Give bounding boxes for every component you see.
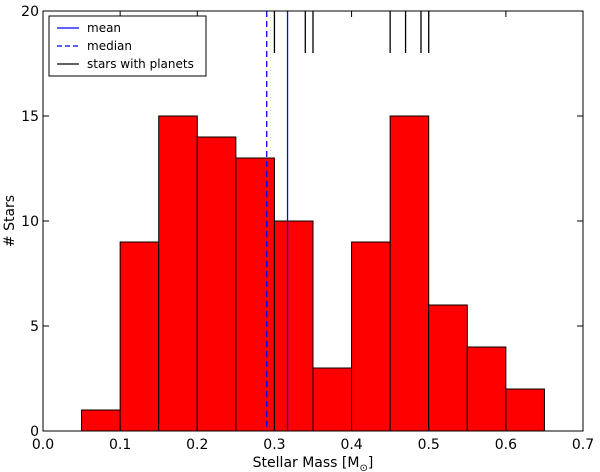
- histogram-bar: [235, 157, 275, 432]
- x-tick-label: 0.4: [340, 437, 362, 453]
- reference-lines-group: [266, 11, 430, 431]
- histogram-bar: [428, 304, 468, 432]
- legend-planets-label: stars with planets: [87, 57, 194, 71]
- histogram-bar: [312, 367, 353, 432]
- bars-group: [81, 115, 545, 432]
- histogram-bar: [389, 115, 430, 432]
- x-tick-label: 0.5: [418, 437, 440, 453]
- x-tick-label: 0.1: [109, 437, 131, 453]
- y-tick-label: 20: [21, 4, 39, 20]
- x-axis-label-end: ]: [368, 455, 373, 471]
- x-tick-label: 0.6: [495, 437, 517, 453]
- x-tick-label: 0.2: [186, 437, 208, 453]
- y-tick-label: 10: [21, 214, 39, 230]
- y-tick-label: 15: [21, 109, 39, 125]
- y-tick-label: 0: [30, 424, 39, 440]
- histogram-bar: [466, 346, 507, 432]
- x-tick-label: 0.3: [263, 437, 285, 453]
- x-axis-label-sub: ⊙: [359, 463, 367, 472]
- histogram-bar: [81, 409, 121, 432]
- plot-frame: [42, 10, 584, 432]
- x-axis-label-main: Stellar Mass [M: [253, 455, 360, 471]
- histogram-bar: [351, 241, 391, 432]
- y-axis-label: # Stars: [2, 195, 18, 247]
- legend-mean-label: mean: [87, 21, 121, 35]
- x-ticks-group: 0.0 0.1 0.2 0.3 0.4 0.5 0.6 0.7: [32, 11, 594, 453]
- y-tick-label: 5: [30, 319, 39, 335]
- legend-median-label: median: [87, 39, 132, 53]
- legend: mean median stars with planets: [48, 15, 207, 77]
- x-axis-label: Stellar Mass [M⊙]: [253, 455, 374, 472]
- histogram-bar: [119, 241, 160, 432]
- x-tick-label: 0.7: [572, 437, 594, 453]
- histogram-bar: [196, 136, 237, 432]
- x-tick-label: 0.0: [32, 437, 54, 453]
- histogram-bar: [505, 388, 545, 432]
- histogram-bar: [273, 220, 314, 432]
- histogram-bar: [158, 115, 198, 432]
